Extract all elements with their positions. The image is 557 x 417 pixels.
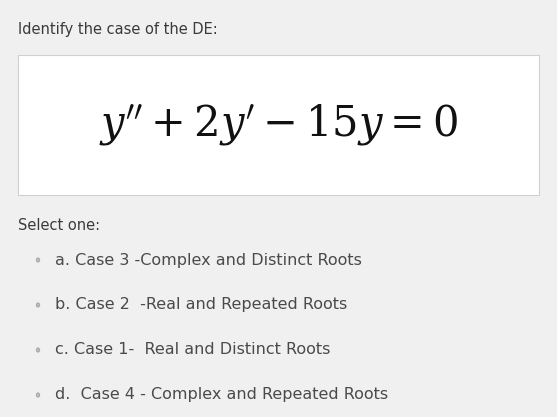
Text: c. Case 1-  Real and Distinct Roots: c. Case 1- Real and Distinct Roots xyxy=(55,342,330,357)
FancyBboxPatch shape xyxy=(18,55,539,195)
Text: Select one:: Select one: xyxy=(18,218,100,233)
Text: Identify the case of the DE:: Identify the case of the DE: xyxy=(18,22,218,37)
Text: d.  Case 4 - Complex and Repeated Roots: d. Case 4 - Complex and Repeated Roots xyxy=(55,387,388,402)
Text: $y'' + 2y' - 15y = 0$: $y'' + 2y' - 15y = 0$ xyxy=(99,103,458,148)
Text: b. Case 2  -Real and Repeated Roots: b. Case 2 -Real and Repeated Roots xyxy=(55,297,347,312)
Text: a. Case 3 -Complex and Distinct Roots: a. Case 3 -Complex and Distinct Roots xyxy=(55,253,362,267)
